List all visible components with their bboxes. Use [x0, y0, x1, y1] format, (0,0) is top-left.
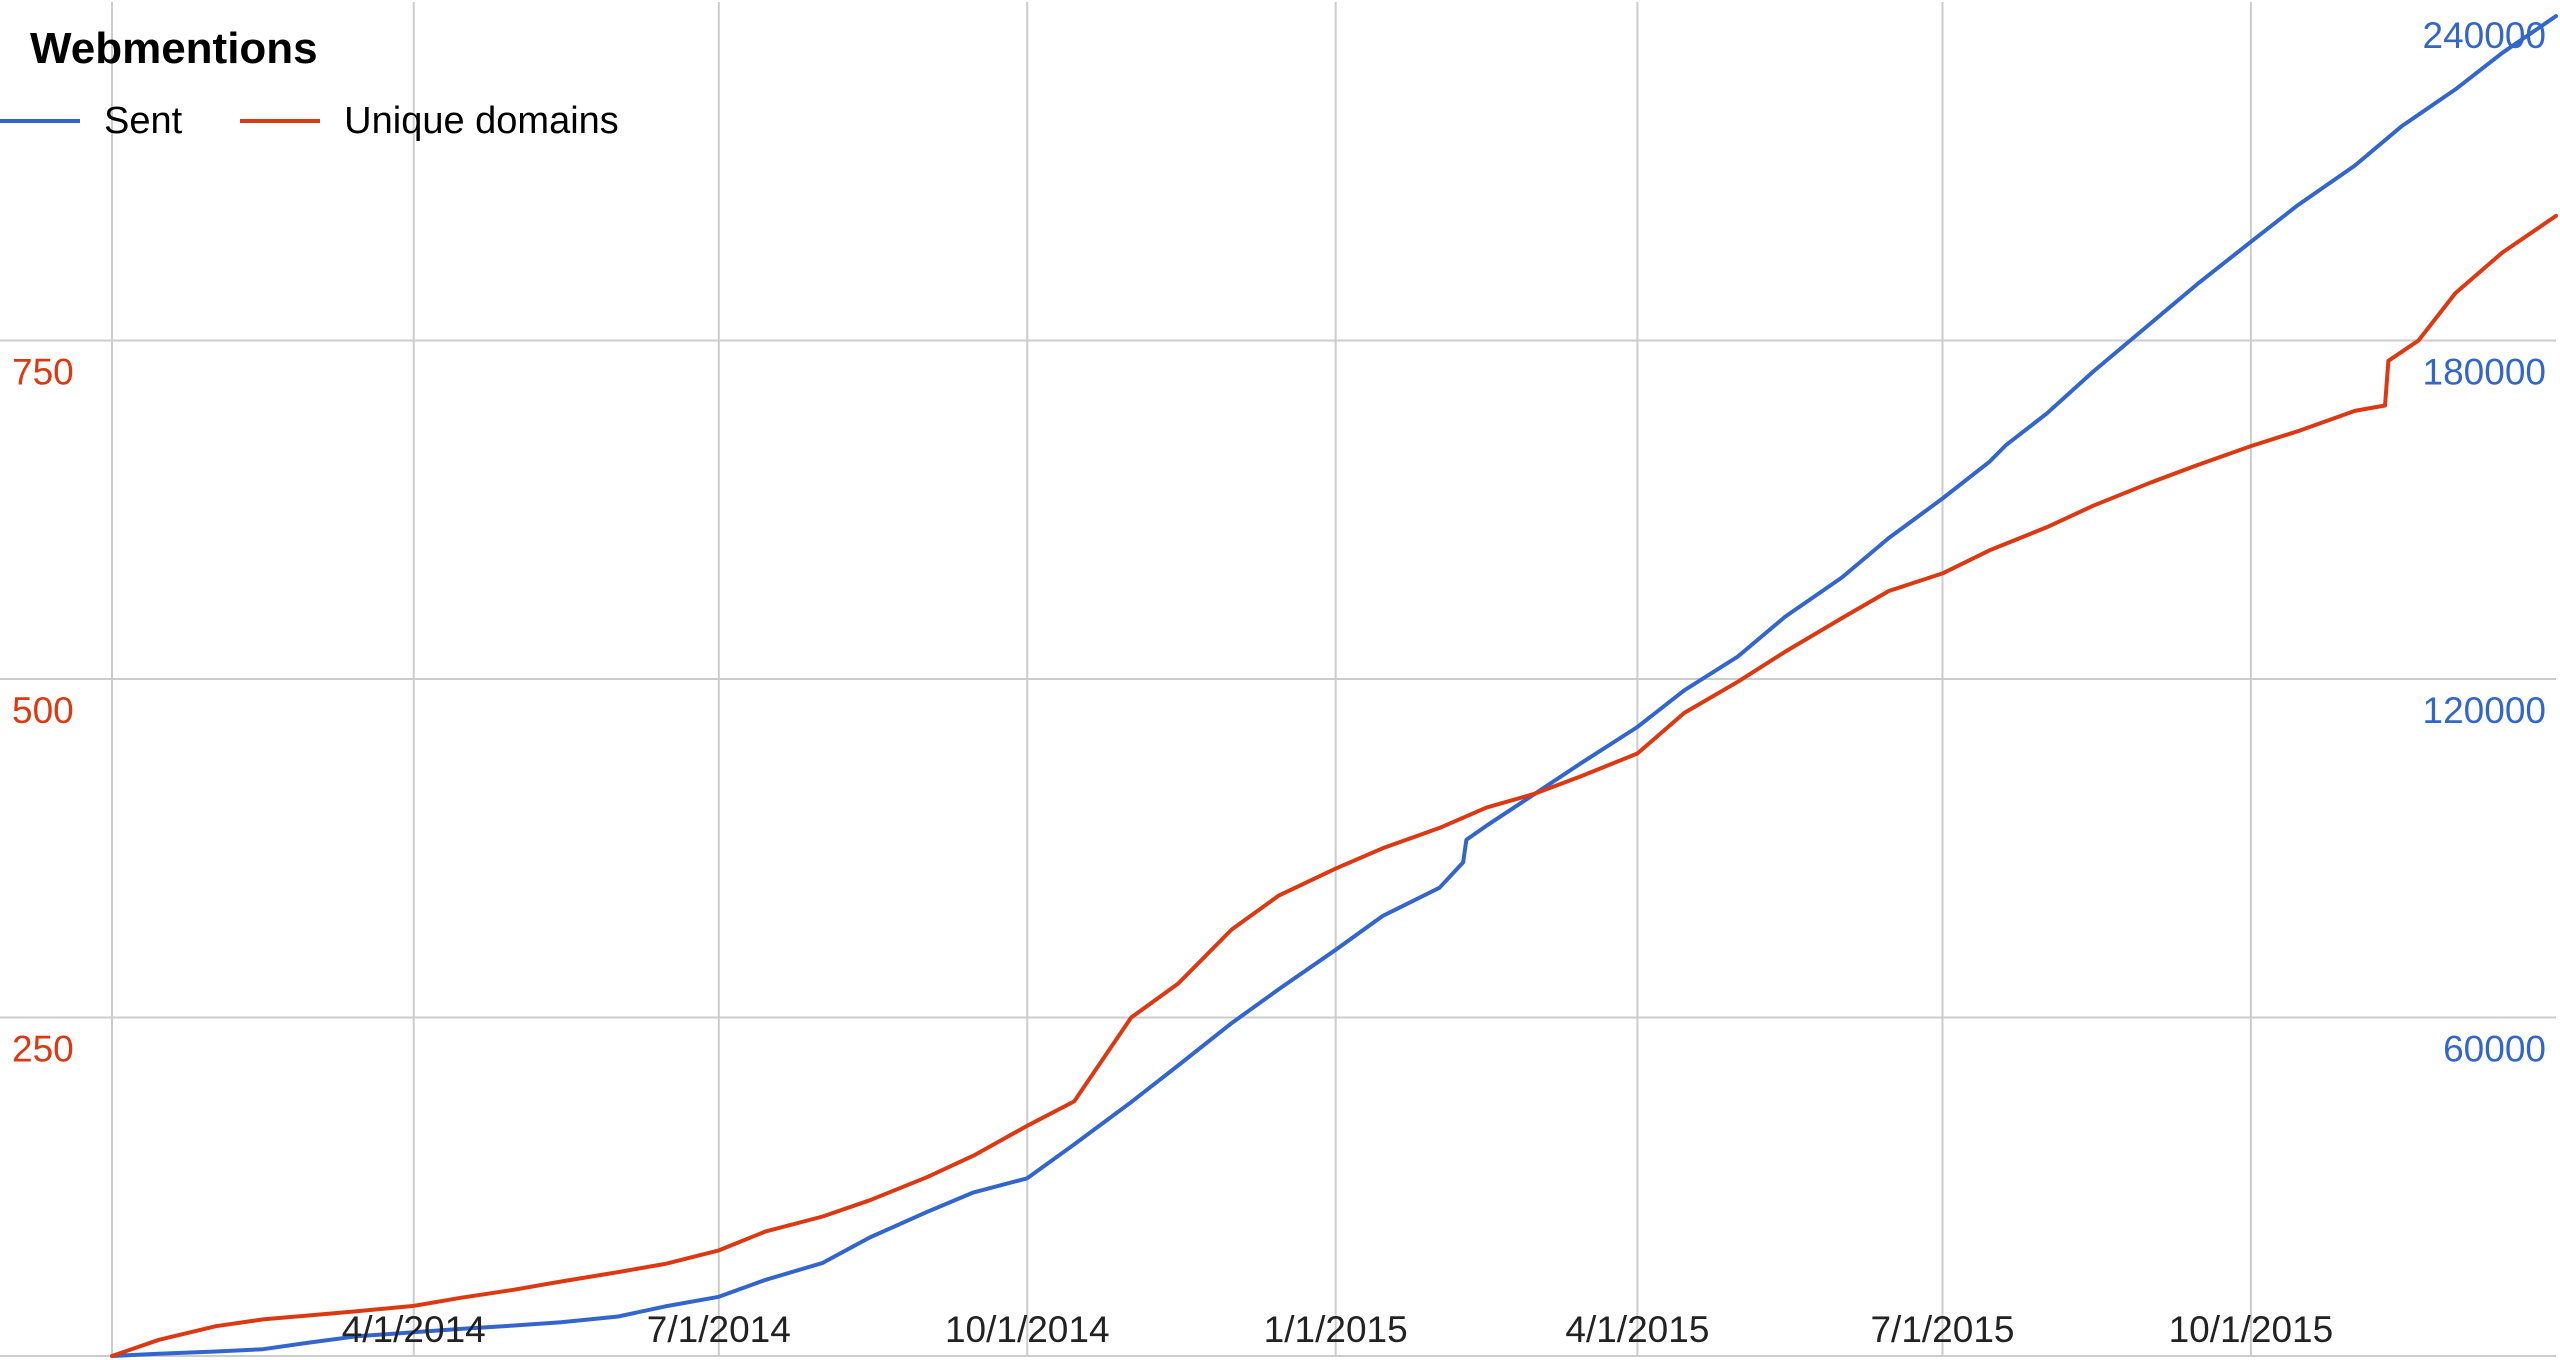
legend-item-sent[interactable]: Sent: [0, 100, 182, 143]
x-tick-label-7-1-2014: 7/1/2014: [647, 1309, 791, 1350]
y-right-tick-label-180000: 180000: [2423, 352, 2546, 393]
x-tick-label-4-1-2015: 4/1/2015: [1565, 1309, 1709, 1350]
series-line-sent: [110, 14, 2558, 1358]
legend-label-sent: Sent: [104, 99, 183, 142]
y-left-tick-label-500: 500: [12, 690, 74, 731]
legend-swatch-unique-domains: [240, 119, 321, 123]
chart-title: Webmentions: [30, 24, 318, 73]
y-right-tick-label-120000: 120000: [2423, 690, 2546, 731]
y-right-tick-label-60000: 60000: [2443, 1029, 2546, 1070]
y-right-tick-label-240000: 240000: [2423, 15, 2546, 56]
x-tick-label-10-1-2015: 10/1/2015: [2169, 1309, 2334, 1350]
legend-item-unique-domains[interactable]: Unique domains: [240, 100, 619, 143]
legend-label-unique-domains: Unique domains: [344, 99, 619, 142]
x-tick-label-1-1-2015: 1/1/2015: [1264, 1309, 1408, 1350]
y-left-tick-label-750: 750: [12, 352, 74, 393]
x-tick-label-10-1-2014: 10/1/2014: [945, 1309, 1110, 1350]
y-left-tick-label-250: 250: [12, 1029, 74, 1070]
legend-swatch-sent: [0, 119, 80, 123]
chart-legend: Sent Unique domains: [0, 96, 677, 146]
x-tick-label-7-1-2015: 7/1/2015: [1870, 1309, 2014, 1350]
series-line-unique-domains: [110, 213, 2558, 1358]
x-tick-label-4-1-2014: 4/1/2014: [342, 1309, 486, 1350]
